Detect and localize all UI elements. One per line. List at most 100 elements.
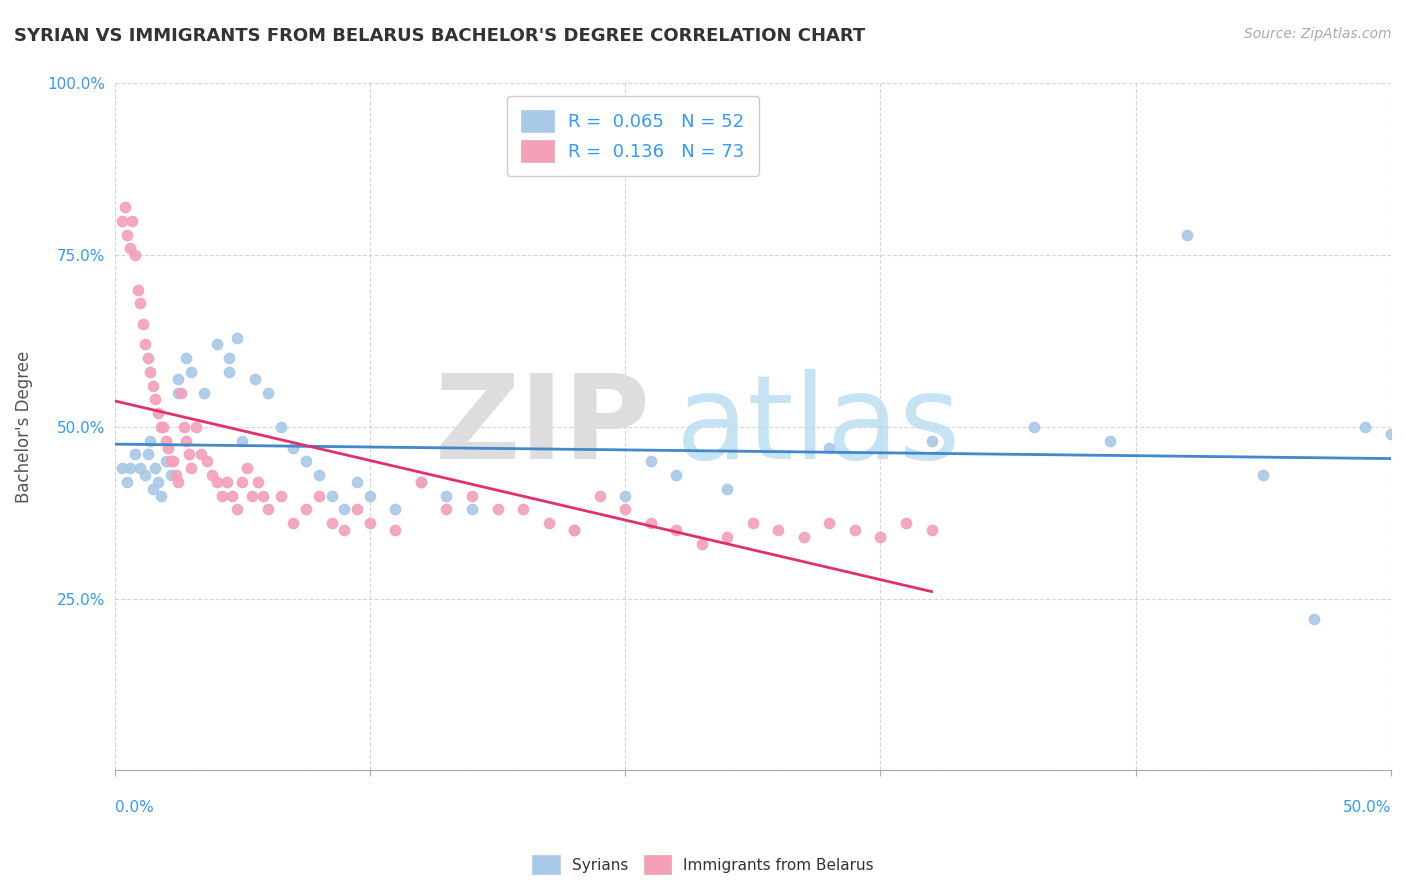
Point (716, 530, 738, 544)
Point (124, 447, 146, 461)
Point (236, 461, 259, 475)
Point (793, 530, 815, 544)
Point (308, 489, 330, 503)
Point (869, 530, 891, 544)
Point (614, 489, 637, 503)
Point (139, 365, 162, 379)
Point (818, 516, 841, 530)
Point (180, 365, 202, 379)
Point (167, 385, 190, 400)
Point (614, 502, 637, 516)
Point (221, 489, 243, 503)
Point (129, 461, 152, 475)
Point (142, 482, 165, 496)
Point (149, 489, 172, 503)
Point (665, 523, 688, 537)
Point (136, 351, 159, 366)
Point (256, 502, 278, 516)
Point (146, 475, 169, 489)
Point (134, 467, 156, 482)
Text: ZIP: ZIP (434, 369, 651, 484)
Point (436, 502, 458, 516)
Point (321, 516, 343, 530)
Point (134, 337, 156, 351)
Point (205, 475, 228, 489)
Point (1022, 420, 1045, 434)
Point (242, 489, 264, 503)
Point (117, 227, 139, 242)
Point (167, 372, 190, 386)
Point (921, 523, 943, 537)
Point (768, 523, 790, 537)
Point (127, 283, 149, 297)
Point (384, 502, 406, 516)
Point (333, 523, 356, 537)
Point (152, 420, 174, 434)
Point (124, 248, 146, 262)
Point (537, 516, 560, 530)
Point (146, 406, 169, 420)
Point (218, 365, 240, 379)
Point (436, 489, 458, 503)
Point (136, 447, 159, 461)
Point (170, 385, 193, 400)
Text: atlas: atlas (676, 369, 962, 484)
Text: 0.0%: 0.0% (115, 799, 153, 814)
Point (359, 489, 381, 503)
Point (1379, 426, 1402, 441)
Point (640, 454, 662, 468)
Point (149, 420, 172, 434)
Point (231, 434, 253, 448)
Point (1354, 420, 1376, 434)
Point (640, 516, 662, 530)
Point (218, 351, 240, 366)
Point (1175, 227, 1198, 242)
Point (1253, 467, 1275, 482)
Point (145, 461, 167, 475)
Point (145, 392, 167, 407)
Point (295, 454, 318, 468)
Text: SYRIAN VS IMMIGRANTS FROM BELARUS BACHELOR'S DEGREE CORRELATION CHART: SYRIAN VS IMMIGRANTS FROM BELARUS BACHEL… (14, 27, 865, 45)
Point (321, 489, 343, 503)
Point (308, 467, 330, 482)
Point (215, 475, 238, 489)
Point (186, 420, 208, 434)
Legend: Syrians, Immigrants from Belarus: Syrians, Immigrants from Belarus (526, 849, 880, 880)
Point (512, 502, 534, 516)
Point (111, 461, 134, 475)
Point (226, 330, 249, 344)
Point (716, 482, 738, 496)
Point (190, 447, 212, 461)
Point (921, 434, 943, 448)
Point (283, 441, 305, 455)
Point (844, 523, 866, 537)
Point (142, 378, 165, 392)
Point (165, 467, 187, 482)
Point (180, 461, 202, 475)
Point (167, 475, 190, 489)
Point (562, 523, 585, 537)
Point (118, 461, 141, 475)
Point (114, 200, 136, 214)
Point (195, 454, 218, 468)
Point (346, 475, 368, 489)
Point (252, 489, 274, 503)
Point (155, 454, 177, 468)
Point (157, 441, 180, 455)
Point (159, 454, 181, 468)
Point (741, 516, 763, 530)
Point (818, 441, 841, 455)
Point (177, 447, 200, 461)
Point (562, 523, 585, 537)
Legend: R =  0.065   N = 52, R =  0.136   N = 73: R = 0.065 N = 52, R = 0.136 N = 73 (506, 96, 759, 176)
Point (409, 475, 432, 489)
Point (231, 475, 253, 489)
Point (193, 385, 215, 400)
Point (333, 502, 356, 516)
Point (121, 214, 143, 228)
Point (201, 467, 224, 482)
Point (409, 475, 432, 489)
Point (117, 475, 139, 489)
Point (131, 317, 153, 331)
Point (270, 420, 292, 434)
